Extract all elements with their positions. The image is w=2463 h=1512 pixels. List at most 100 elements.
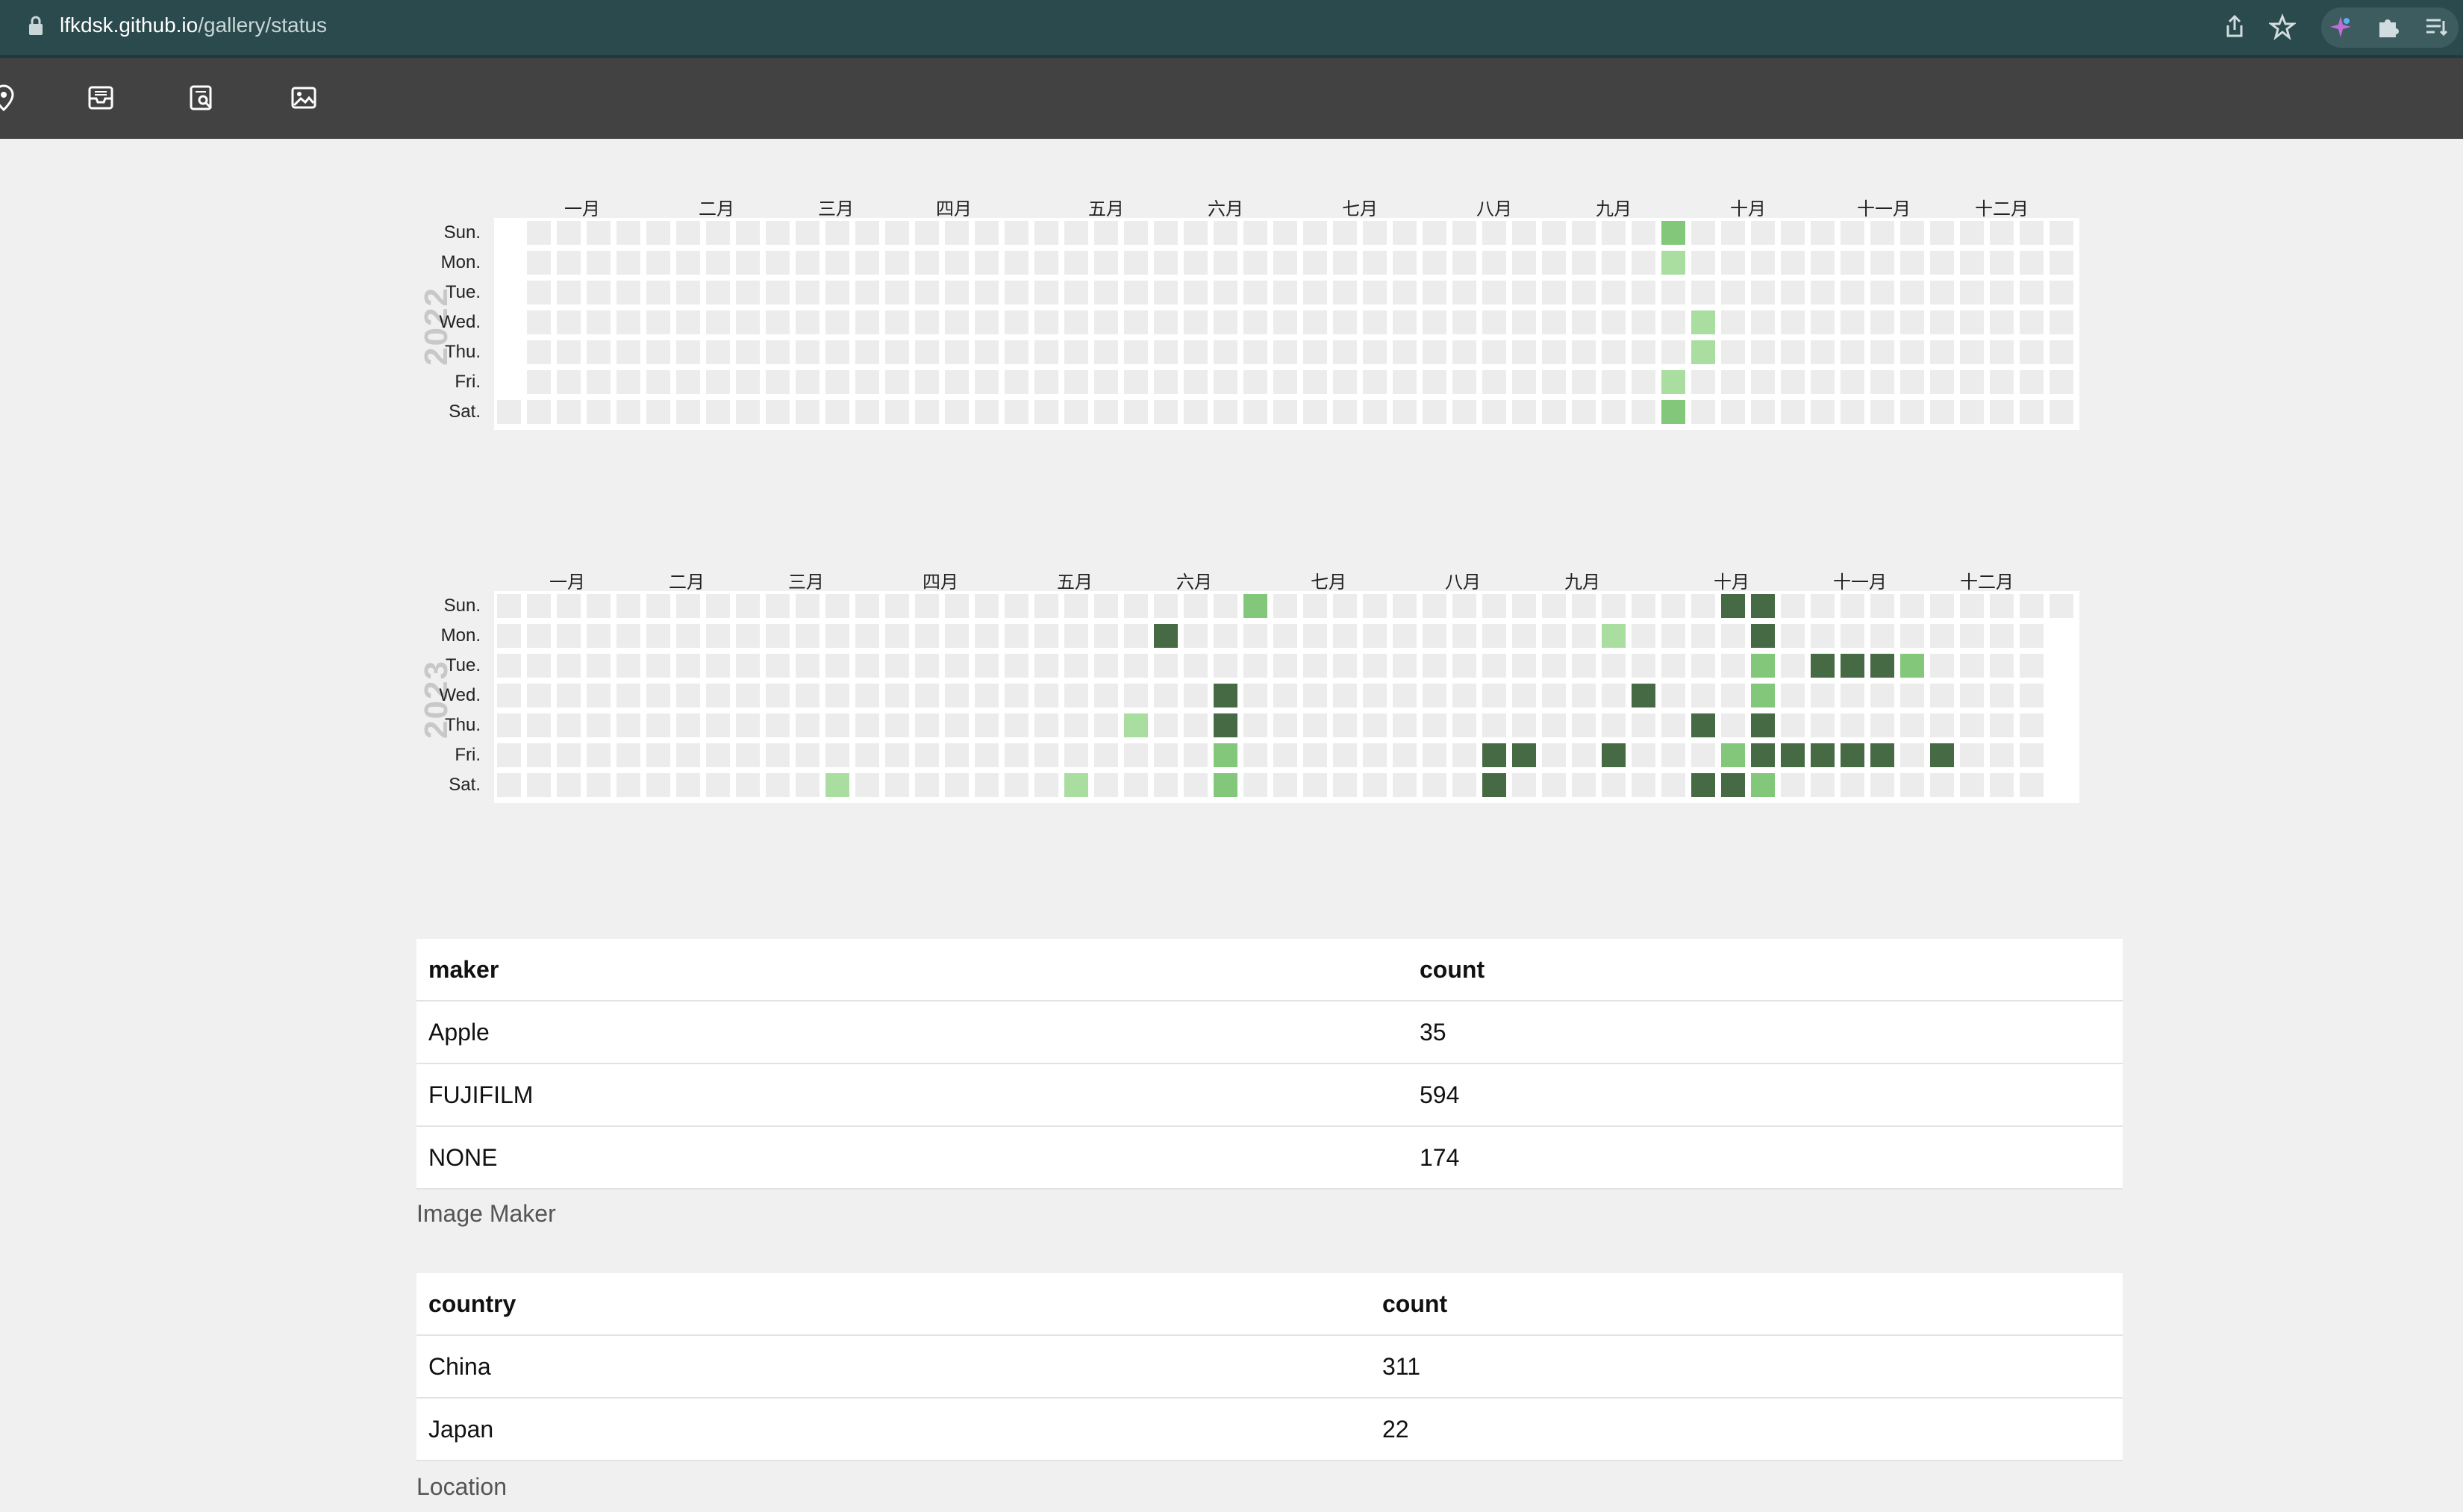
heatmap-day-cell[interactable] xyxy=(1393,654,1417,678)
heatmap-day-cell[interactable] xyxy=(1333,221,1357,245)
heatmap-day-cell[interactable] xyxy=(557,713,581,737)
heatmap-day-cell[interactable] xyxy=(1781,340,1805,364)
heatmap-day-cell[interactable] xyxy=(1005,684,1028,707)
heatmap-day-cell[interactable] xyxy=(1094,743,1118,767)
heatmap-day-cell[interactable] xyxy=(1363,251,1387,275)
heatmap-day-cell[interactable] xyxy=(1751,684,1775,707)
heatmap-day-cell[interactable] xyxy=(855,654,879,678)
heatmap-day-cell[interactable] xyxy=(1214,654,1237,678)
heatmap-day-cell[interactable] xyxy=(945,340,969,364)
heatmap-day-cell[interactable] xyxy=(796,743,820,767)
heatmap-day-cell[interactable] xyxy=(1094,654,1118,678)
heatmap-day-cell[interactable] xyxy=(1572,310,1596,334)
heatmap-day-cell[interactable] xyxy=(1870,684,1894,707)
heatmap-day-cell[interactable] xyxy=(1423,251,1446,275)
heatmap-day-cell[interactable] xyxy=(557,221,581,245)
bookmark-star-icon[interactable] xyxy=(2269,13,2296,40)
heatmap-day-cell[interactable] xyxy=(2050,221,2073,245)
heatmap-day-cell[interactable] xyxy=(1094,221,1118,245)
heatmap-day-cell[interactable] xyxy=(497,654,521,678)
heatmap-day-cell[interactable] xyxy=(796,281,820,304)
heatmap-day-cell[interactable] xyxy=(1243,684,1267,707)
heatmap-day-cell[interactable] xyxy=(587,221,611,245)
heatmap-day-cell[interactable] xyxy=(1512,743,1536,767)
heatmap-day-cell[interactable] xyxy=(1452,773,1476,797)
heatmap-day-cell[interactable] xyxy=(1721,221,1745,245)
heatmap-day-cell[interactable] xyxy=(1900,594,1924,618)
heatmap-day-cell[interactable] xyxy=(1303,684,1327,707)
heatmap-day-cell[interactable] xyxy=(855,310,879,334)
heatmap-day-cell[interactable] xyxy=(1960,251,1984,275)
heatmap-day-cell[interactable] xyxy=(676,624,700,648)
heatmap-day-cell[interactable] xyxy=(2020,624,2044,648)
heatmap-day-cell[interactable] xyxy=(1214,594,1237,618)
heatmap-day-cell[interactable] xyxy=(975,624,999,648)
heatmap-day-cell[interactable] xyxy=(557,310,581,334)
heatmap-day-cell[interactable] xyxy=(527,221,551,245)
heatmap-day-cell[interactable] xyxy=(885,773,909,797)
heatmap-day-cell[interactable] xyxy=(1691,773,1715,797)
heatmap-day-cell[interactable] xyxy=(1661,400,1685,424)
heatmap-day-cell[interactable] xyxy=(1034,654,1058,678)
heatmap-day-cell[interactable] xyxy=(1721,713,1745,737)
heatmap-day-cell[interactable] xyxy=(1572,624,1596,648)
heatmap-day-cell[interactable] xyxy=(1273,713,1297,737)
heatmap-day-cell[interactable] xyxy=(1930,370,1954,394)
heatmap-day-cell[interactable] xyxy=(587,594,611,618)
heatmap-day-cell[interactable] xyxy=(736,400,760,424)
heatmap-day-cell[interactable] xyxy=(1781,743,1805,767)
heatmap-day-cell[interactable] xyxy=(1124,743,1148,767)
heatmap-day-cell[interactable] xyxy=(2020,400,2044,424)
heatmap-day-cell[interactable] xyxy=(1542,594,1566,618)
heatmap-day-cell[interactable] xyxy=(1721,340,1745,364)
heatmap-day-cell[interactable] xyxy=(915,713,939,737)
heatmap-day-cell[interactable] xyxy=(527,743,551,767)
heatmap-day-cell[interactable] xyxy=(915,773,939,797)
heatmap-day-cell[interactable] xyxy=(766,281,790,304)
heatmap-day-cell[interactable] xyxy=(915,400,939,424)
heatmap-day-cell[interactable] xyxy=(1751,310,1775,334)
heatmap-day-cell[interactable] xyxy=(1184,340,1208,364)
heatmap-day-cell[interactable] xyxy=(885,340,909,364)
heatmap-day-cell[interactable] xyxy=(796,400,820,424)
heatmap-day-cell[interactable] xyxy=(1781,281,1805,304)
heatmap-day-cell[interactable] xyxy=(1900,654,1924,678)
heatmap-day-cell[interactable] xyxy=(975,370,999,394)
heatmap-day-cell[interactable] xyxy=(1841,400,1864,424)
heatmap-day-cell[interactable] xyxy=(1423,713,1446,737)
heatmap-day-cell[interactable] xyxy=(527,713,551,737)
heatmap-day-cell[interactable] xyxy=(616,251,640,275)
heatmap-day-cell[interactable] xyxy=(1214,221,1237,245)
image-icon[interactable] xyxy=(290,84,318,112)
heatmap-day-cell[interactable] xyxy=(1124,310,1148,334)
heatmap-day-cell[interactable] xyxy=(1064,654,1088,678)
heatmap-day-cell[interactable] xyxy=(1094,340,1118,364)
heatmap-day-cell[interactable] xyxy=(1542,281,1566,304)
heatmap-day-cell[interactable] xyxy=(1512,773,1536,797)
heatmap-day-cell[interactable] xyxy=(1363,340,1387,364)
heatmap-day-cell[interactable] xyxy=(616,773,640,797)
heatmap-day-cell[interactable] xyxy=(497,400,521,424)
heatmap-day-cell[interactable] xyxy=(1363,594,1387,618)
heatmap-day-cell[interactable] xyxy=(1094,251,1118,275)
heatmap-day-cell[interactable] xyxy=(1154,684,1178,707)
heatmap-day-cell[interactable] xyxy=(1602,400,1626,424)
heatmap-day-cell[interactable] xyxy=(1452,251,1476,275)
heatmap-day-cell[interactable] xyxy=(706,743,730,767)
heatmap-day-cell[interactable] xyxy=(676,221,700,245)
heatmap-day-cell[interactable] xyxy=(1154,654,1178,678)
heatmap-day-cell[interactable] xyxy=(1841,310,1864,334)
heatmap-day-cell[interactable] xyxy=(1034,713,1058,737)
heatmap-day-cell[interactable] xyxy=(1214,773,1237,797)
heatmap-day-cell[interactable] xyxy=(527,624,551,648)
heatmap-day-cell[interactable] xyxy=(1214,743,1237,767)
heatmap-day-cell[interactable] xyxy=(1273,594,1297,618)
heatmap-day-cell[interactable] xyxy=(1482,221,1506,245)
heatmap-day-cell[interactable] xyxy=(1303,221,1327,245)
heatmap-day-cell[interactable] xyxy=(1781,221,1805,245)
heatmap-day-cell[interactable] xyxy=(855,624,879,648)
heatmap-day-cell[interactable] xyxy=(1273,251,1297,275)
heatmap-day-cell[interactable] xyxy=(706,370,730,394)
heatmap-day-cell[interactable] xyxy=(557,340,581,364)
heatmap-day-cell[interactable] xyxy=(1333,340,1357,364)
